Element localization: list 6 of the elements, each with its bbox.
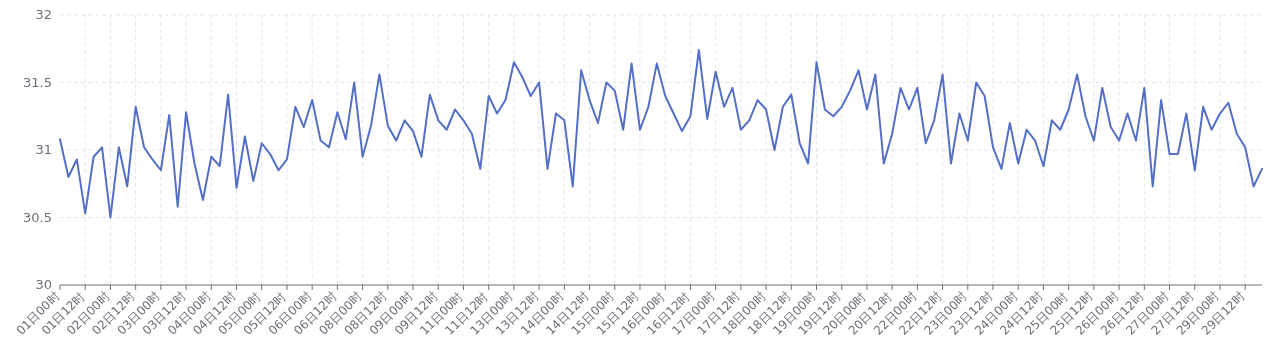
y-tick-label: 31.5 bbox=[23, 74, 52, 90]
y-tick-label: 31 bbox=[35, 142, 52, 157]
y-tick-label: 30 bbox=[35, 277, 52, 292]
y-tick-label: 32 bbox=[35, 7, 52, 22]
line-series bbox=[59, 49, 1263, 219]
y-tick-label: 30.5 bbox=[23, 209, 52, 225]
